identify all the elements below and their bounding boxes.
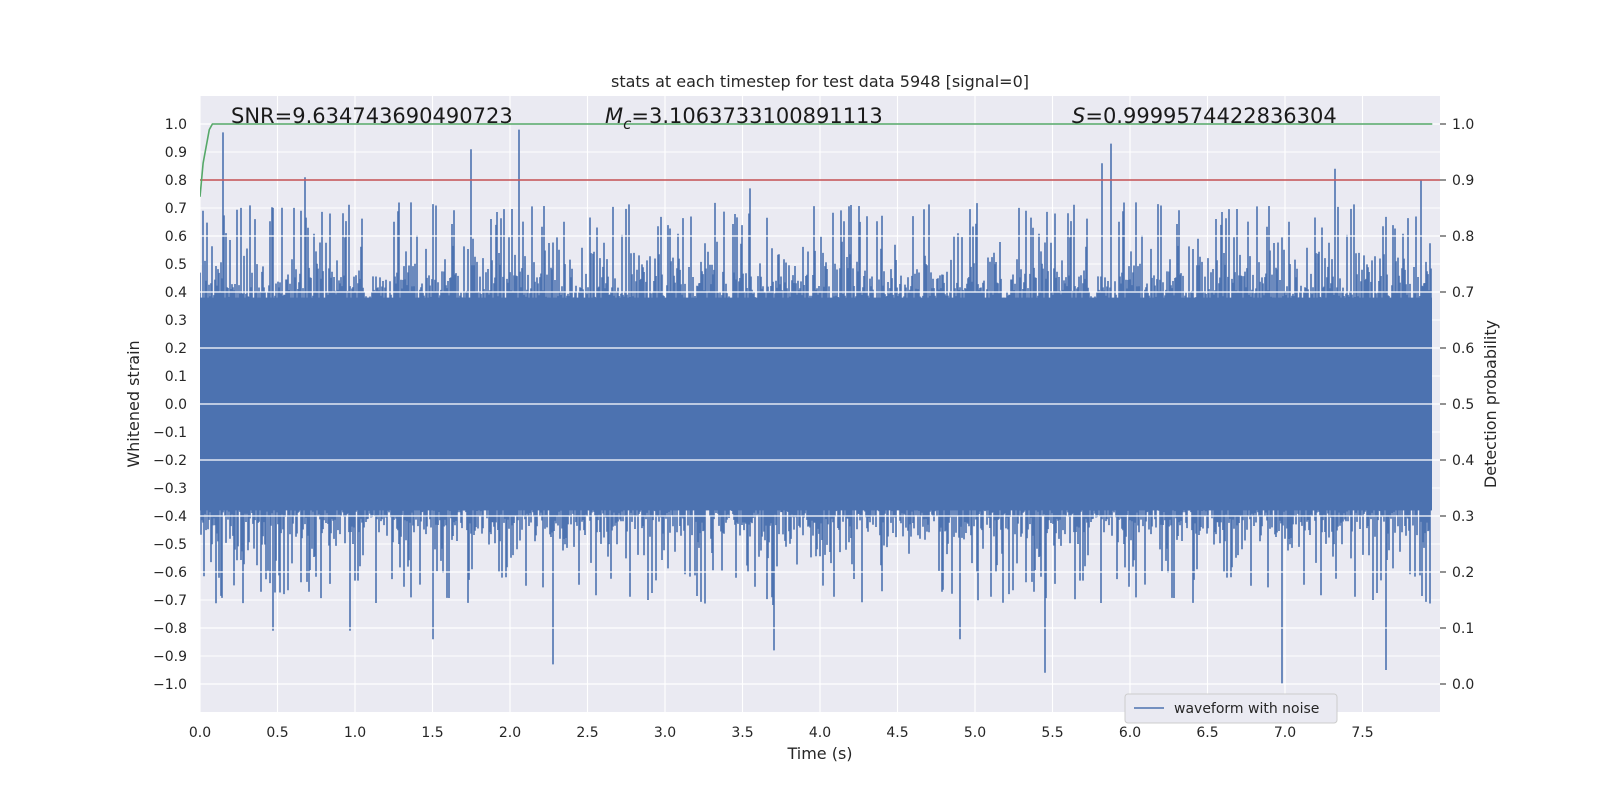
s-value: =0.9999574422836304 bbox=[1085, 104, 1336, 128]
y-tick-label: −0.9 bbox=[153, 649, 187, 665]
x-tick-label: 1.0 bbox=[344, 725, 366, 741]
x-tick-label: 4.0 bbox=[809, 725, 831, 741]
y-tick-label: −0.7 bbox=[153, 593, 187, 609]
y-tick-label: 0.4 bbox=[165, 285, 187, 301]
x-tick-label: 2.5 bbox=[576, 725, 598, 741]
x-tick-label: 0.0 bbox=[189, 725, 211, 741]
probability-line bbox=[200, 123, 1433, 197]
chirp-mass-symbol: M bbox=[605, 104, 623, 128]
y-tick-label: 0.0 bbox=[165, 397, 187, 413]
chart-title: stats at each timestep for test data 594… bbox=[611, 72, 1029, 91]
y-tick-label: −0.6 bbox=[153, 565, 187, 581]
y-tick-label: −0.8 bbox=[153, 621, 187, 637]
y2-tick-label: 0.0 bbox=[1452, 677, 1474, 693]
y2-tick-label: 0.2 bbox=[1452, 565, 1474, 581]
legend-label-waveform: waveform with noise bbox=[1174, 701, 1319, 717]
y-tick-label: 0.3 bbox=[165, 313, 187, 329]
y-tick-label: −0.3 bbox=[153, 481, 187, 497]
x-tick-label: 3.5 bbox=[731, 725, 753, 741]
x-tick-label: 7.5 bbox=[1351, 725, 1373, 741]
y2-axis-label: Detection probability bbox=[1481, 320, 1500, 488]
y2-tick-labels: 1.0 0.9 0.8 0.7 0.6 0.5 0.4 0.3 0.2 0.1 0.0 bbox=[1440, 117, 1474, 693]
y-tick-label: 0.2 bbox=[165, 341, 187, 357]
y2-tick-label: 1.0 bbox=[1452, 117, 1474, 133]
y-tick-label: 0.6 bbox=[165, 229, 187, 245]
y2-tick-label: 0.7 bbox=[1452, 285, 1474, 301]
y2-tick-label: 0.4 bbox=[1452, 453, 1474, 469]
y-tick-label: −0.5 bbox=[153, 537, 187, 553]
x-axis-label: Time (s) bbox=[786, 744, 852, 763]
y-tick-label: −0.2 bbox=[153, 453, 187, 469]
y-tick-label: −1.0 bbox=[153, 677, 187, 693]
y2-tick-label: 0.9 bbox=[1452, 173, 1474, 189]
y-tick-labels: 1.0 0.9 0.8 0.7 0.6 0.5 0.4 0.3 0.2 0.1 0.0 −0.1 −0.… bbox=[153, 117, 187, 693]
y-tick-label: 0.1 bbox=[165, 369, 187, 385]
y-tick-label: 0.5 bbox=[165, 257, 187, 273]
y2-tick-label: 0.5 bbox=[1452, 397, 1474, 413]
s-annotation: S=0.9999574422836304 bbox=[1072, 104, 1337, 128]
y-axis-label: Whitened strain bbox=[124, 340, 143, 467]
x-tick-label: 4.5 bbox=[886, 725, 908, 741]
x-tick-label: 0.5 bbox=[266, 725, 288, 741]
legend-box bbox=[1124, 693, 1338, 724]
snr-annotation: SNR=9.634743690490723 bbox=[231, 104, 513, 128]
x-tick-label: 6.0 bbox=[1119, 725, 1141, 741]
y2-tick-label: 0.8 bbox=[1452, 229, 1474, 245]
legend: waveform with noise bbox=[1124, 693, 1338, 724]
x-tick-label: 5.0 bbox=[964, 725, 986, 741]
x-tick-label: 5.5 bbox=[1041, 725, 1063, 741]
chirp-mass-annotation: Mc=3.1063733100891113 bbox=[605, 104, 883, 133]
x-tick-label: 2.0 bbox=[499, 725, 521, 741]
y2-tick-label: 0.3 bbox=[1452, 509, 1474, 525]
x-tick-label: 6.5 bbox=[1196, 725, 1218, 741]
y2-tick-label: 0.6 bbox=[1452, 341, 1474, 357]
y-tick-label: 1.0 bbox=[165, 117, 187, 133]
y-tick-label: 0.7 bbox=[165, 201, 187, 217]
y-tick-label: −0.1 bbox=[153, 425, 187, 441]
x-tick-labels: 0.0 0.5 1.0 1.5 2.0 2.5 3.0 3.5 4.0 4.5 5.0 5.5 6.0 6… bbox=[189, 725, 1374, 741]
x-tick-label: 3.0 bbox=[654, 725, 676, 741]
y-tick-label: 0.8 bbox=[165, 173, 187, 189]
x-tick-label: 7.0 bbox=[1274, 725, 1296, 741]
chirp-mass-value: =3.1063733100891113 bbox=[631, 104, 882, 128]
probability-series bbox=[200, 123, 1440, 197]
y2-tick-label: 0.1 bbox=[1452, 621, 1474, 637]
y-tick-label: −0.4 bbox=[153, 509, 187, 525]
x-tick-label: 1.5 bbox=[421, 725, 443, 741]
y-tick-label: 0.9 bbox=[165, 145, 187, 161]
s-symbol: S bbox=[1072, 104, 1085, 128]
chirp-mass-subscript: c bbox=[623, 115, 632, 133]
